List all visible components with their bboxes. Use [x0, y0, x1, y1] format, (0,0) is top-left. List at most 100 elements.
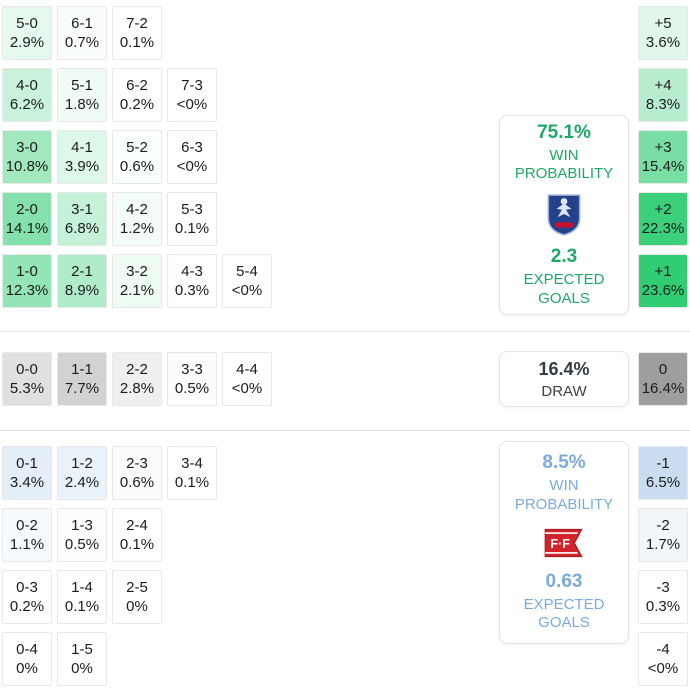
probability-label: 8.9% [64, 282, 100, 299]
home-win-score-grid: 5-0 2.9% 6-1 0.7% 7-2 0.1% +5 3.6% 4-0 6.2% 5-1 1.8… [2, 6, 688, 316]
score-row: 0-1 3.4% 1-2 2.4% 2-3 0.6% 3-4 0.1% -1 6.5% [2, 446, 688, 500]
probability-label: <0% [647, 660, 679, 677]
probability-label: 0.5% [174, 380, 210, 397]
score-cell: 5-0 2.9% [2, 6, 52, 60]
draw-probability-value: 16.4% [538, 358, 590, 379]
score-row: 2-0 14.1% 3-1 6.8% 4-2 1.2% 5-3 0.1% +2 22.3% [2, 192, 688, 246]
score-cell: 5-1 1.8% [57, 68, 107, 122]
score-cell: 2-4 0.1% [112, 508, 162, 562]
probability-label: 1.1% [9, 536, 45, 553]
score-label: 6-1 [71, 14, 93, 32]
probability-label: 3.9% [64, 158, 100, 175]
draw-score-grid: 0-0 5.3% 1-1 7.7% 2-2 2.8% 3-3 0.5% 4-4 <0% 0 16.4% [2, 352, 688, 414]
score-label: 0-2 [16, 516, 38, 534]
score-label: 7-3 [181, 76, 203, 94]
score-cell: 1-1 7.7% [57, 352, 107, 406]
score-cell: 6-1 0.7% [57, 6, 107, 60]
probability-label: 6.5% [645, 474, 681, 491]
score-cell: 5-3 0.1% [167, 192, 217, 246]
score-cell: 3-0 10.8% [2, 130, 52, 184]
probability-label: <0% [176, 96, 208, 113]
score-cell: 0-4 0% [2, 632, 52, 686]
score-label: +3 [654, 138, 672, 156]
draw-label: DRAW [541, 382, 587, 400]
score-label: 3-2 [126, 262, 148, 280]
score-cell: 7-3 <0% [167, 68, 217, 122]
goal-diff-cell: -1 6.5% [638, 446, 688, 500]
score-label: 3-3 [181, 360, 203, 378]
probability-label: 0.1% [174, 220, 210, 237]
away-win-probability-label: WIN PROBABILITY [514, 477, 614, 513]
score-cell: 2-3 0.6% [112, 446, 162, 500]
goal-diff-cell: +4 8.3% [638, 68, 688, 122]
home-expected-goals-value: 2.3 [550, 246, 578, 267]
home-win-probability-value: 75.1% [537, 121, 591, 143]
probability-label: 7.7% [64, 380, 100, 397]
probability-label: 6.8% [64, 220, 100, 237]
probability-label: 0.7% [64, 34, 100, 51]
score-label: 5-4 [236, 262, 258, 280]
score-label: 2-1 [71, 262, 93, 280]
score-cell: 4-4 <0% [222, 352, 272, 406]
probability-label: 0.1% [119, 34, 155, 51]
score-label: 3-0 [16, 138, 38, 156]
probability-label: 1.8% [64, 96, 100, 113]
score-cell: 1-0 12.3% [2, 254, 52, 308]
score-label: 1-1 [71, 360, 93, 378]
score-cell: 2-2 2.8% [112, 352, 162, 406]
score-cell: 6-3 <0% [167, 130, 217, 184]
probability-label: 0.6% [119, 158, 155, 175]
goal-diff-cell: 0 16.4% [638, 352, 688, 406]
score-cell: 2-0 14.1% [2, 192, 52, 246]
probability-label: 0% [16, 660, 38, 677]
score-label: 3-1 [71, 200, 93, 218]
score-label: 0-0 [16, 360, 38, 378]
score-label: 4-4 [236, 360, 258, 378]
score-cell: 3-4 0.1% [167, 446, 217, 500]
score-row: 0-3 0.2% 1-4 0.1% 2-5 0% -3 0.3% [2, 570, 688, 624]
score-row: 0-2 1.1% 1-3 0.5% 2-4 0.1% -2 1.7% [2, 508, 688, 562]
probability-label: 23.6% [641, 282, 685, 299]
probability-label: 22.3% [641, 220, 685, 237]
score-label: 2-3 [126, 454, 148, 472]
score-cell: 7-2 0.1% [112, 6, 162, 60]
score-label: +4 [654, 76, 672, 94]
probability-label: 3.4% [9, 474, 45, 491]
probability-label: 2.4% [64, 474, 100, 491]
score-label: 4-1 [71, 138, 93, 156]
score-label: 0-1 [16, 454, 38, 472]
probability-label: 8.3% [645, 96, 681, 113]
probability-label: <0% [231, 380, 263, 397]
score-label: 5-2 [126, 138, 148, 156]
section-divider [0, 331, 690, 332]
score-cell: 4-2 1.2% [112, 192, 162, 246]
score-label: 2-2 [126, 360, 148, 378]
score-row: 5-0 2.9% 6-1 0.7% 7-2 0.1% +5 3.6% [2, 6, 688, 60]
score-label: 4-0 [16, 76, 38, 94]
probability-label: 2.8% [119, 380, 155, 397]
score-cell: 5-2 0.6% [112, 130, 162, 184]
score-cell: 0-0 5.3% [2, 352, 52, 406]
score-label: 5-3 [181, 200, 203, 218]
score-label: +1 [654, 262, 672, 280]
probability-label: 2.1% [119, 282, 155, 299]
probability-label: 15.4% [641, 158, 685, 175]
score-cell: 1-4 0.1% [57, 570, 107, 624]
score-label: +5 [654, 14, 672, 32]
probability-label: 3.6% [645, 34, 681, 51]
score-label: -4 [656, 640, 670, 658]
score-row: 1-0 12.3% 2-1 8.9% 3-2 2.1% 4-3 0.3% 5-4 <0% +1 23.… [2, 254, 688, 308]
score-label: 0-3 [16, 578, 38, 596]
probability-label: 0.3% [645, 598, 681, 615]
probability-label: 0.6% [119, 474, 155, 491]
score-cell: 6-2 0.2% [112, 68, 162, 122]
score-label: 2-4 [126, 516, 148, 534]
score-label: 3-4 [181, 454, 203, 472]
score-cell: 3-3 0.5% [167, 352, 217, 406]
home-expected-goals-label: EXPECTED GOALS [523, 271, 605, 307]
score-label: 0-4 [16, 640, 38, 658]
probability-label: 0% [71, 660, 93, 677]
score-label: 1-2 [71, 454, 93, 472]
probability-label: <0% [231, 282, 263, 299]
